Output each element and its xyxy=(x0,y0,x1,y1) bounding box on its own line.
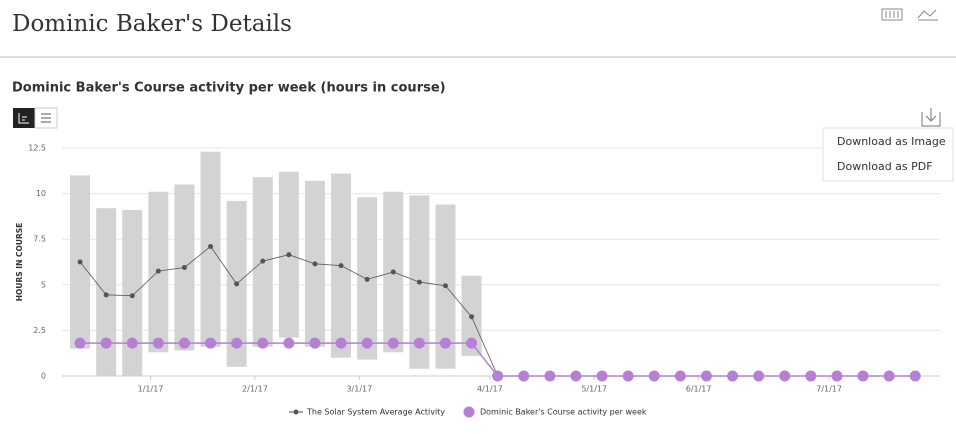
x-tick-label: 6/1/17 xyxy=(686,385,712,394)
point xyxy=(126,337,138,349)
point xyxy=(909,370,921,382)
point xyxy=(466,337,478,349)
legend-marker xyxy=(293,409,299,415)
legend-marker xyxy=(463,406,475,418)
point xyxy=(129,293,135,299)
point xyxy=(74,337,86,349)
point xyxy=(152,337,164,349)
point xyxy=(544,370,556,382)
point xyxy=(674,370,686,382)
point xyxy=(260,258,266,264)
point xyxy=(364,276,370,282)
chart-toggle[interactable] xyxy=(13,108,35,128)
point xyxy=(439,337,451,349)
chart-view-icon[interactable] xyxy=(917,9,938,21)
y-tick-label: 7.5 xyxy=(33,235,46,244)
point xyxy=(234,281,240,287)
point xyxy=(857,370,869,382)
point xyxy=(155,268,161,274)
range-bar xyxy=(122,210,143,376)
point xyxy=(492,370,504,382)
x-tick-label: 4/1/17 xyxy=(477,385,503,394)
point xyxy=(570,370,582,382)
point xyxy=(387,337,399,349)
point xyxy=(178,337,190,349)
x-tick-label: 1/1/17 xyxy=(138,385,164,394)
point xyxy=(727,370,739,382)
page-title: Dominic Baker's Details xyxy=(12,11,292,37)
point xyxy=(286,252,292,258)
point xyxy=(779,370,791,382)
point xyxy=(883,370,895,382)
point xyxy=(205,337,217,349)
chart-title: Dominic Baker's Course activity per week… xyxy=(12,81,446,96)
point xyxy=(442,283,448,289)
menu-item[interactable]: Download as Image xyxy=(837,135,946,148)
point xyxy=(518,370,530,382)
view-toggle[interactable] xyxy=(13,107,58,129)
menu-item[interactable]: Download as PDF xyxy=(837,160,933,173)
download-menu: Download as Image Download as PDF xyxy=(822,127,954,182)
point xyxy=(338,263,344,269)
point xyxy=(361,337,373,349)
point xyxy=(100,337,112,349)
point xyxy=(648,370,660,382)
y-tick-label: 10 xyxy=(36,189,46,198)
point xyxy=(469,314,475,320)
point xyxy=(103,292,109,298)
y-tick-label: 12.5 xyxy=(28,144,46,153)
y-tick-label: 2.5 xyxy=(33,326,46,335)
point xyxy=(805,370,817,382)
point xyxy=(390,269,396,275)
range-bar xyxy=(96,208,117,376)
point xyxy=(257,337,269,349)
point xyxy=(700,370,712,382)
download-button[interactable] xyxy=(921,108,941,127)
y-tick-label: 0 xyxy=(41,372,46,381)
point xyxy=(596,370,608,382)
point xyxy=(208,243,214,249)
range-bar xyxy=(200,151,221,347)
x-tick-label: 3/1/17 xyxy=(346,385,372,394)
point xyxy=(283,337,295,349)
point xyxy=(231,337,243,349)
y-axis-label: HOURS IN COURSE xyxy=(15,223,24,301)
point xyxy=(77,259,83,265)
x-tick-label: 5/1/17 xyxy=(581,385,607,394)
point xyxy=(181,264,187,270)
menu-box xyxy=(822,127,954,182)
legend-label: Dominic Baker's Course activity per week xyxy=(480,408,647,417)
point xyxy=(309,337,321,349)
point xyxy=(416,279,422,285)
legend-label: The Solar System Average Activity xyxy=(306,408,445,417)
point xyxy=(312,261,318,267)
table-view-icon[interactable] xyxy=(881,8,903,21)
point xyxy=(335,337,347,349)
x-tick-label: 2/1/17 xyxy=(242,385,268,394)
x-tick-label: 7/1/17 xyxy=(816,385,842,394)
point xyxy=(622,370,634,382)
point xyxy=(753,370,765,382)
point xyxy=(831,370,843,382)
plot: 0 2.5 5 7.5 10 12.5 1/1/17 2/1/17 3/1/17 4/1/17 5/… xyxy=(28,144,940,418)
point xyxy=(413,337,425,349)
y-tick-label: 5 xyxy=(41,280,46,289)
